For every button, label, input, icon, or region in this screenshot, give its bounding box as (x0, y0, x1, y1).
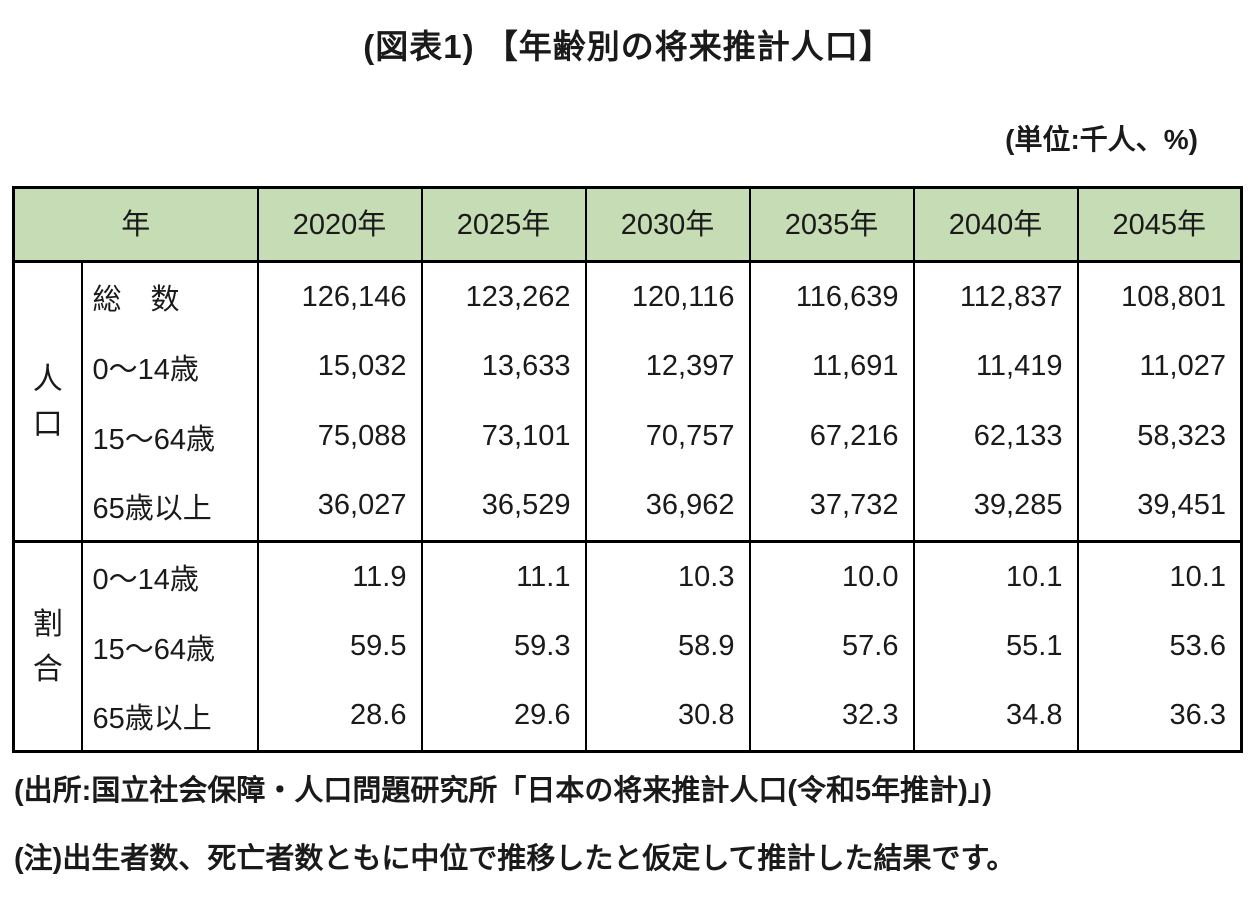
value-cell: 108,801 (1076, 261, 1243, 332)
value-cell: 11.1 (420, 541, 587, 612)
row-label: 0〜14歳 (80, 541, 259, 612)
value-cell: 11,419 (912, 331, 1079, 402)
value-cell: 36,027 (256, 471, 423, 542)
value-cell: 120,116 (584, 261, 751, 332)
group-label-text: 人口 (32, 362, 63, 441)
value-cell: 73,101 (420, 401, 587, 472)
table-row: 15〜64歳 59.5 59.3 58.9 57.6 55.1 53.6 (14, 611, 1243, 682)
value-cell: 11.9 (256, 541, 423, 612)
unit-note: (単位:千人、%) (1005, 124, 1198, 155)
column-header-2045: 2045年 (1076, 187, 1243, 263)
value-cell: 12,397 (584, 331, 751, 402)
value-cell: 34.8 (912, 681, 1079, 752)
value-cell: 58.9 (584, 611, 751, 682)
row-label: 65歳以上 (80, 681, 259, 752)
value-cell: 70,757 (584, 401, 751, 472)
source-note: (出所:国立社会保障・人口問題研究所「日本の将来推計人口(令和5年推計)」) (14, 775, 992, 807)
section-population: 人口 総 数 126,146 123,262 120,116 116,639 1… (12, 261, 1243, 542)
value-cell: 36,962 (584, 471, 751, 542)
column-header-2030: 2030年 (584, 187, 751, 263)
value-cell: 36,529 (420, 471, 587, 542)
row-label: 0〜14歳 (80, 331, 259, 402)
value-cell: 75,088 (256, 401, 423, 472)
value-cell: 39,285 (912, 471, 1079, 542)
table-row: 65歳以上 36,027 36,529 36,962 37,732 39,285… (14, 471, 1243, 542)
column-header-2025: 2025年 (420, 187, 587, 263)
value-cell: 67,216 (748, 401, 915, 472)
value-cell: 58,323 (1076, 401, 1243, 472)
corner-header-cell: 年 (12, 187, 259, 263)
value-cell: 13,633 (420, 331, 587, 402)
value-cell: 10.3 (584, 541, 751, 612)
value-cell: 37,732 (748, 471, 915, 542)
row-label: 総 数 (80, 261, 259, 332)
group-label-text: 割合 (32, 607, 63, 686)
row-label: 15〜64歳 (80, 611, 259, 682)
assumption-note: (注)出生者数、死亡者数ともに中位で推移したと仮定して推計した結果です。 (14, 843, 1016, 875)
value-cell: 112,837 (912, 261, 1079, 332)
value-cell: 59.5 (256, 611, 423, 682)
table-row: 15〜64歳 75,088 73,101 70,757 67,216 62,13… (14, 401, 1243, 472)
population-projection-table: 年 2020年 2025年 2030年 2035年 2040年 2045年 人口… (12, 186, 1243, 753)
value-cell: 123,262 (420, 261, 587, 332)
value-cell: 30.8 (584, 681, 751, 752)
value-cell: 126,146 (256, 261, 423, 332)
column-header-2020: 2020年 (256, 187, 423, 263)
value-cell: 57.6 (748, 611, 915, 682)
value-cell: 36.3 (1076, 681, 1243, 752)
row-label: 15〜64歳 (80, 401, 259, 472)
group-label-ratio: 割合 (12, 541, 83, 752)
value-cell: 10.1 (1076, 541, 1243, 612)
value-cell: 32.3 (748, 681, 915, 752)
table-header: 年 2020年 2025年 2030年 2035年 2040年 2045年 (12, 187, 1243, 263)
value-cell: 10.1 (912, 541, 1079, 612)
row-label: 65歳以上 (80, 471, 259, 542)
value-cell: 28.6 (256, 681, 423, 752)
value-cell: 11,691 (748, 331, 915, 402)
column-header-2035: 2035年 (748, 187, 915, 263)
value-cell: 53.6 (1076, 611, 1243, 682)
value-cell: 116,639 (748, 261, 915, 332)
table-row: 割合 0〜14歳 11.9 11.1 10.3 10.0 10.1 10.1 (12, 541, 1243, 752)
page-title: (図表1) 【年齢別の将来推計人口】 (363, 28, 893, 65)
value-cell: 55.1 (912, 611, 1079, 682)
value-cell: 11,027 (1076, 331, 1243, 402)
section-ratio: 割合 0〜14歳 11.9 11.1 10.3 10.0 10.1 10.1 1… (12, 541, 1243, 752)
column-header-2040: 2040年 (912, 187, 1079, 263)
value-cell: 39,451 (1076, 471, 1243, 542)
group-label-population: 人口 (12, 261, 83, 542)
value-cell: 10.0 (748, 541, 915, 612)
table-row: 人口 総 数 126,146 123,262 120,116 116,639 1… (12, 261, 1243, 542)
value-cell: 62,133 (912, 401, 1079, 472)
table-row: 65歳以上 28.6 29.6 30.8 32.3 34.8 36.3 (14, 681, 1243, 752)
table-row: 0〜14歳 15,032 13,633 12,397 11,691 11,419… (14, 331, 1243, 402)
value-cell: 59.3 (420, 611, 587, 682)
header-row: 年 2020年 2025年 2030年 2035年 2040年 2045年 (12, 187, 1243, 263)
value-cell: 29.6 (420, 681, 587, 752)
value-cell: 15,032 (256, 331, 423, 402)
